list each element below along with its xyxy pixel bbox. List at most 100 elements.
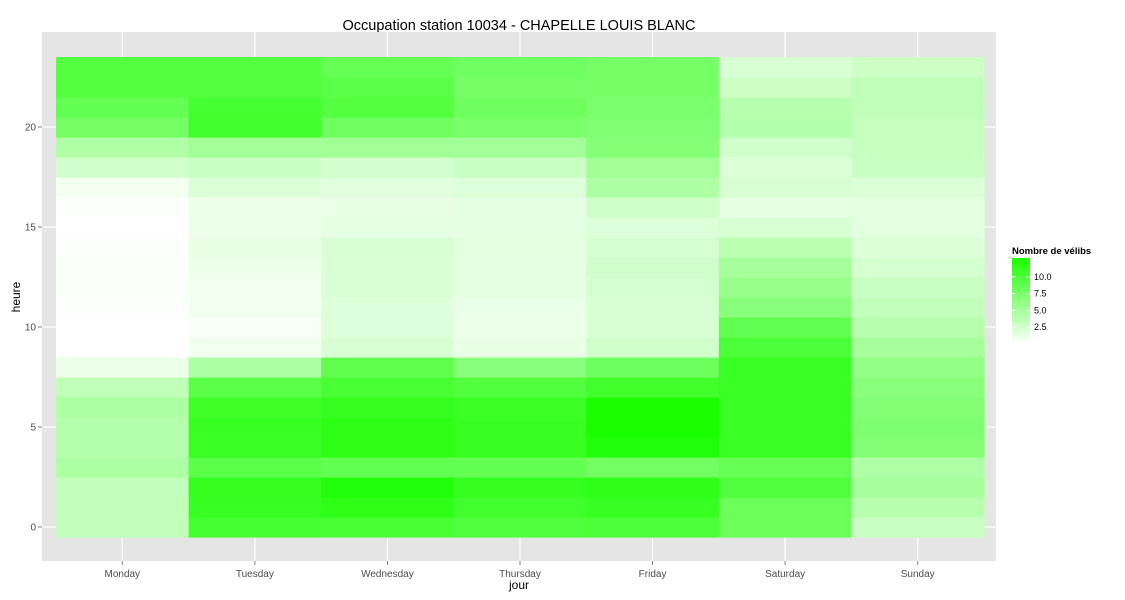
heatmap-cell	[56, 457, 190, 478]
heatmap-cell	[56, 77, 190, 98]
x-tick-label: Wednesday	[361, 569, 414, 580]
heatmap-cell	[321, 317, 455, 338]
heatmap-cell	[453, 417, 587, 438]
heatmap-cell	[851, 317, 985, 338]
heatmap-cell	[453, 377, 587, 398]
heatmap-cell	[188, 517, 322, 538]
heatmap-cell	[453, 177, 587, 198]
heatmap-cell	[851, 277, 985, 298]
heatmap-cell	[586, 197, 720, 218]
heatmap-cell	[56, 97, 190, 118]
heatmap-cell	[188, 177, 322, 198]
heatmap-cell	[586, 97, 720, 118]
heatmap-cell	[56, 117, 190, 138]
heatmap-cell	[188, 137, 322, 158]
heatmap-cell	[321, 397, 455, 418]
heatmap-cell	[851, 137, 985, 158]
heatmap-cell	[56, 337, 190, 358]
heatmap-cell	[851, 197, 985, 218]
heatmap-cell	[188, 377, 322, 398]
heatmap-cell	[188, 97, 322, 118]
heatmap-cell	[586, 317, 720, 338]
heatmap-cell	[321, 517, 455, 538]
chart-title: Occupation station 10034 - CHAPELLE LOUI…	[342, 18, 695, 34]
heatmap-cell	[453, 137, 587, 158]
heatmap-cell	[586, 157, 720, 178]
heatmap-cell	[56, 57, 190, 78]
heatmap-cell	[56, 237, 190, 258]
heatmap-cell	[718, 257, 853, 278]
heatmap-cell	[586, 497, 720, 518]
heatmap-cell	[321, 217, 455, 238]
heatmap-cell	[188, 397, 322, 418]
heatmap-cell	[188, 477, 322, 498]
heatmap-cell	[188, 337, 322, 358]
legend-colorbar	[1012, 258, 1030, 344]
y-tick-label: 15	[25, 223, 37, 234]
heatmap-cell	[321, 477, 455, 498]
heatmap-cell	[453, 157, 587, 178]
heatmap-cell	[718, 317, 853, 338]
heatmap-cell	[851, 177, 985, 198]
heatmap-cell	[188, 197, 322, 218]
legend: Nombre de vélibs 10.0 7.5 5.0 2.5	[1012, 246, 1091, 344]
heatmap-cell	[586, 437, 720, 458]
heatmap-cell	[851, 437, 985, 458]
heatmap-cell	[718, 237, 853, 258]
heatmap-cell	[718, 397, 853, 418]
heatmap-cell	[453, 237, 587, 258]
heatmap-cell	[188, 317, 322, 338]
heatmap-cell	[321, 97, 455, 118]
heatmap-cell	[321, 497, 455, 518]
legend-tick-label: 7.5	[1034, 289, 1047, 299]
y-tick-label: 10	[25, 323, 37, 334]
heatmap-cell	[188, 357, 322, 378]
heatmap-cell	[56, 257, 190, 278]
heatmap-cell	[586, 477, 720, 498]
heatmap-cell	[586, 277, 720, 298]
heatmap-cell	[586, 377, 720, 398]
heatmap-cell	[718, 297, 853, 318]
heatmap-cell	[718, 277, 853, 298]
heatmap-cell	[321, 117, 455, 138]
heatmap-cell	[718, 517, 853, 538]
heatmap-cell	[453, 257, 587, 278]
heatmap-cell	[56, 317, 190, 338]
heatmap-cell	[851, 457, 985, 478]
x-tick-label: Tuesday	[236, 569, 274, 580]
heatmap-cell	[453, 197, 587, 218]
heatmap-cell	[321, 297, 455, 318]
heatmap-cell	[851, 397, 985, 418]
heatmap-cell	[586, 57, 720, 78]
heatmap-cell	[453, 457, 587, 478]
x-tick-label: Sunday	[901, 569, 935, 580]
heatmap-cell	[56, 177, 190, 198]
x-tick-label: Saturday	[765, 569, 805, 580]
heatmap-cell	[851, 497, 985, 518]
heatmap-cell	[851, 157, 985, 178]
heatmap-cell	[586, 417, 720, 438]
heatmap-cell	[321, 177, 455, 198]
y-tick-label: 5	[30, 423, 36, 434]
heatmap-cell	[851, 77, 985, 98]
y-axis-ticks: 0 5 10 15 20	[25, 123, 42, 534]
heatmap-cell	[453, 277, 587, 298]
heatmap-cell	[188, 417, 322, 438]
heatmap-cell	[718, 137, 853, 158]
heatmap-cell	[718, 57, 853, 78]
heatmap-cell	[188, 297, 322, 318]
heatmap-cell	[718, 377, 853, 398]
heatmap-cell	[321, 157, 455, 178]
heatmap-cell	[188, 157, 322, 178]
heatmap-cell	[321, 197, 455, 218]
heatmap-cell	[321, 57, 455, 78]
heatmap-cell	[321, 257, 455, 278]
x-tick-label: Friday	[639, 569, 667, 580]
heatmap-cell	[188, 437, 322, 458]
heatmap-cell	[453, 57, 587, 78]
heatmap-cell	[56, 217, 190, 238]
heatmap-cell	[586, 357, 720, 378]
heatmap-cell	[718, 497, 853, 518]
heatmap-cell	[453, 117, 587, 138]
heatmap-cell	[321, 377, 455, 398]
